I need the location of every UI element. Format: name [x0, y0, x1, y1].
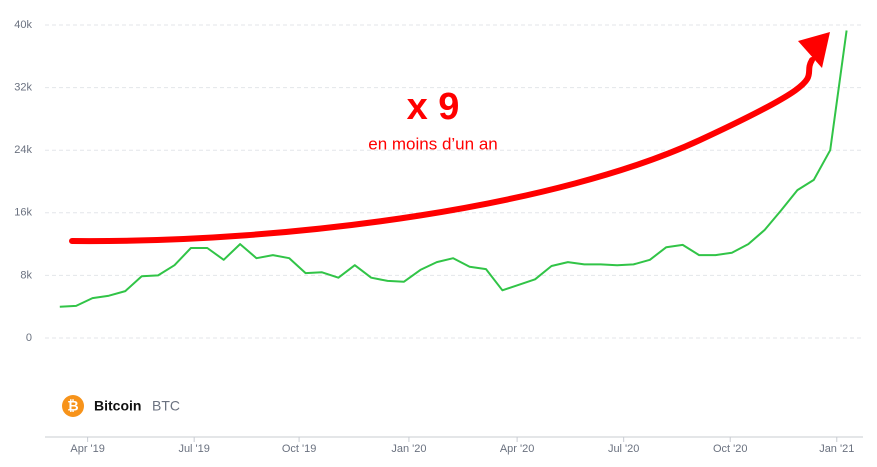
- x-tick-label: Apr '19: [70, 443, 105, 455]
- legend-icon: ₿: [67, 398, 78, 414]
- x-tick-label: Oct '19: [282, 443, 317, 455]
- arrow-head: [798, 32, 830, 68]
- y-tick-label: 24k: [14, 144, 32, 156]
- legend-symbol: BTC: [152, 398, 180, 414]
- x-tick-label: Jul '19: [178, 443, 209, 455]
- legend-icon-bg: [62, 395, 84, 417]
- y-tick-label: 8k: [20, 269, 32, 281]
- price-line: [59, 30, 848, 308]
- x-tick-label: Apr '20: [500, 443, 535, 455]
- annotation-title: x 9: [407, 86, 460, 128]
- y-tick-label: 40k: [14, 19, 32, 31]
- x-tick-label: Jul '20: [608, 443, 639, 455]
- y-tick-label: 32k: [14, 82, 32, 94]
- x-tick-label: Jan '21: [819, 443, 854, 455]
- legend-name: Bitcoin: [94, 398, 141, 414]
- trend-arrow: [69, 57, 815, 245]
- y-tick-label: 16k: [14, 207, 32, 219]
- annotation-subtitle: en moins d’un an: [368, 134, 497, 153]
- x-tick-label: Oct '20: [713, 443, 748, 455]
- x-tick-label: Jan '20: [391, 443, 426, 455]
- y-tick-label: 0: [26, 332, 32, 344]
